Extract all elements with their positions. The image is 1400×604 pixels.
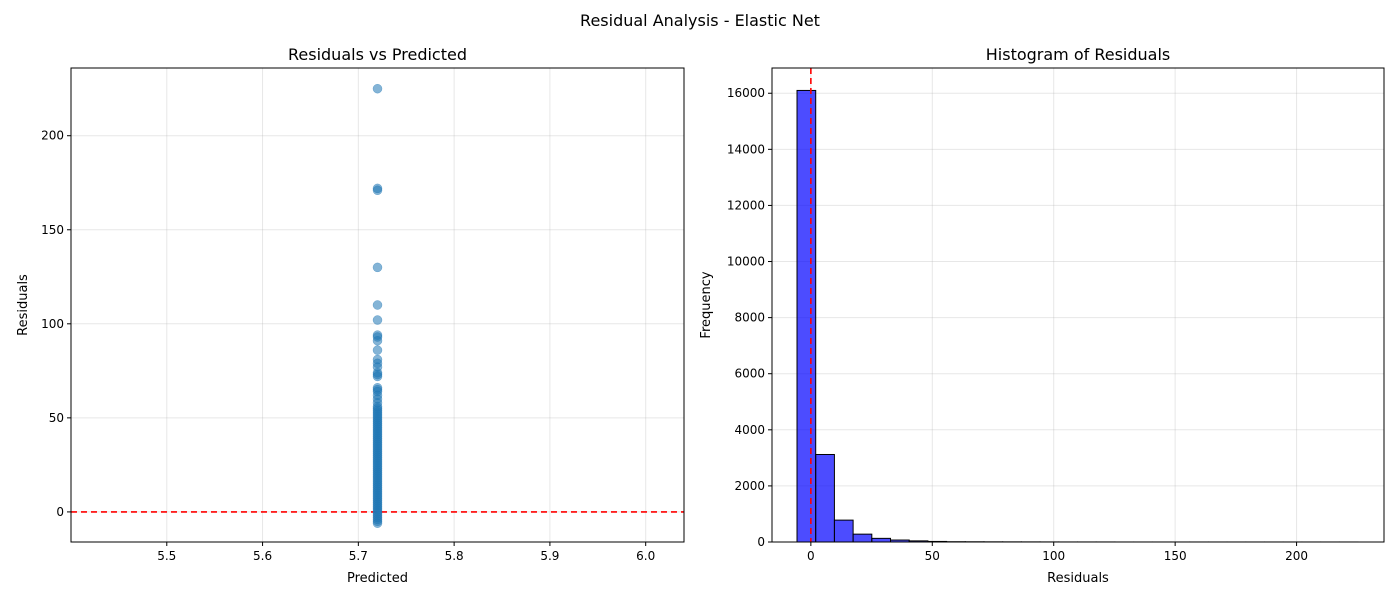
histogram-bars — [797, 90, 1358, 542]
scatter-y-label: Residuals — [16, 274, 31, 336]
histogram-bar — [797, 90, 816, 542]
scatter-x-tick-label: 5.5 — [157, 549, 176, 563]
scatter-point — [373, 519, 382, 528]
histogram-x-tick-label: 100 — [1042, 549, 1065, 563]
histogram-x-tick-label: 50 — [925, 549, 940, 563]
histogram-grid — [772, 68, 1384, 542]
histogram-bar — [853, 534, 872, 542]
histogram-bar — [872, 538, 891, 542]
scatter-y-tick-label: 150 — [41, 223, 64, 237]
scatter-point — [373, 346, 382, 355]
histogram-y-tick-label: 6000 — [734, 367, 765, 381]
scatter-points — [373, 84, 382, 528]
scatter-y-tick-label: 200 — [41, 129, 64, 143]
histogram-panel: 0 50 100 150 200 0 2000 4000 6000 8000 10000 12000… — [699, 45, 1384, 586]
histogram-y-tick-label: 14000 — [727, 142, 765, 156]
scatter-x-tick-label: 6.0 — [636, 549, 655, 563]
histogram-x-tick-label: 200 — [1285, 549, 1308, 563]
scatter-y-ticks: 0 50 100 150 200 — [41, 129, 71, 519]
histogram-x-tick-label: 0 — [807, 549, 815, 563]
scatter-x-label: Predicted — [347, 571, 408, 586]
scatter-x-tick-label: 5.9 — [540, 549, 559, 563]
histogram-y-label: Frequency — [699, 271, 714, 338]
scatter-x-tick-label: 5.6 — [253, 549, 272, 563]
scatter-y-tick-label: 100 — [41, 317, 64, 331]
scatter-point — [373, 186, 382, 195]
scatter-x-tick-label: 5.8 — [445, 549, 464, 563]
scatter-point — [373, 263, 382, 272]
histogram-title: Histogram of Residuals — [986, 45, 1171, 64]
histogram-bar — [834, 520, 853, 542]
histogram-y-ticks: 0 2000 4000 6000 8000 10000 12000 14000 16000 — [727, 86, 772, 549]
scatter-x-tick-label: 5.7 — [349, 549, 368, 563]
scatter-x-ticks: 5.5 5.6 5.7 5.8 5.9 6.0 — [157, 542, 655, 563]
histogram-plot-frame — [772, 68, 1384, 542]
histogram-y-tick-label: 2000 — [734, 479, 765, 493]
histogram-x-ticks: 0 50 100 150 200 — [807, 542, 1308, 563]
histogram-y-tick-label: 8000 — [734, 311, 765, 325]
histogram-x-tick-label: 150 — [1164, 549, 1187, 563]
scatter-point — [373, 316, 382, 325]
scatter-y-tick-label: 0 — [56, 505, 64, 519]
scatter-y-tick-label: 50 — [49, 411, 64, 425]
histogram-y-tick-label: 10000 — [727, 255, 765, 269]
histogram-y-tick-label: 12000 — [727, 198, 765, 212]
histogram-bar — [816, 454, 835, 542]
scatter-panel: 5.5 5.6 5.7 5.8 5.9 6.0 0 50 100 150 200 Residual… — [16, 45, 684, 586]
scatter-title: Residuals vs Predicted — [288, 45, 467, 64]
histogram-y-tick-label: 0 — [757, 535, 765, 549]
scatter-point — [373, 372, 382, 381]
histogram-y-tick-label: 4000 — [734, 423, 765, 437]
histogram-x-label: Residuals — [1047, 571, 1109, 586]
histogram-y-tick-label: 16000 — [727, 86, 765, 100]
scatter-point — [373, 336, 382, 345]
scatter-point — [373, 301, 382, 310]
scatter-point — [373, 84, 382, 93]
figure-suptitle: Residual Analysis - Elastic Net — [580, 11, 820, 30]
